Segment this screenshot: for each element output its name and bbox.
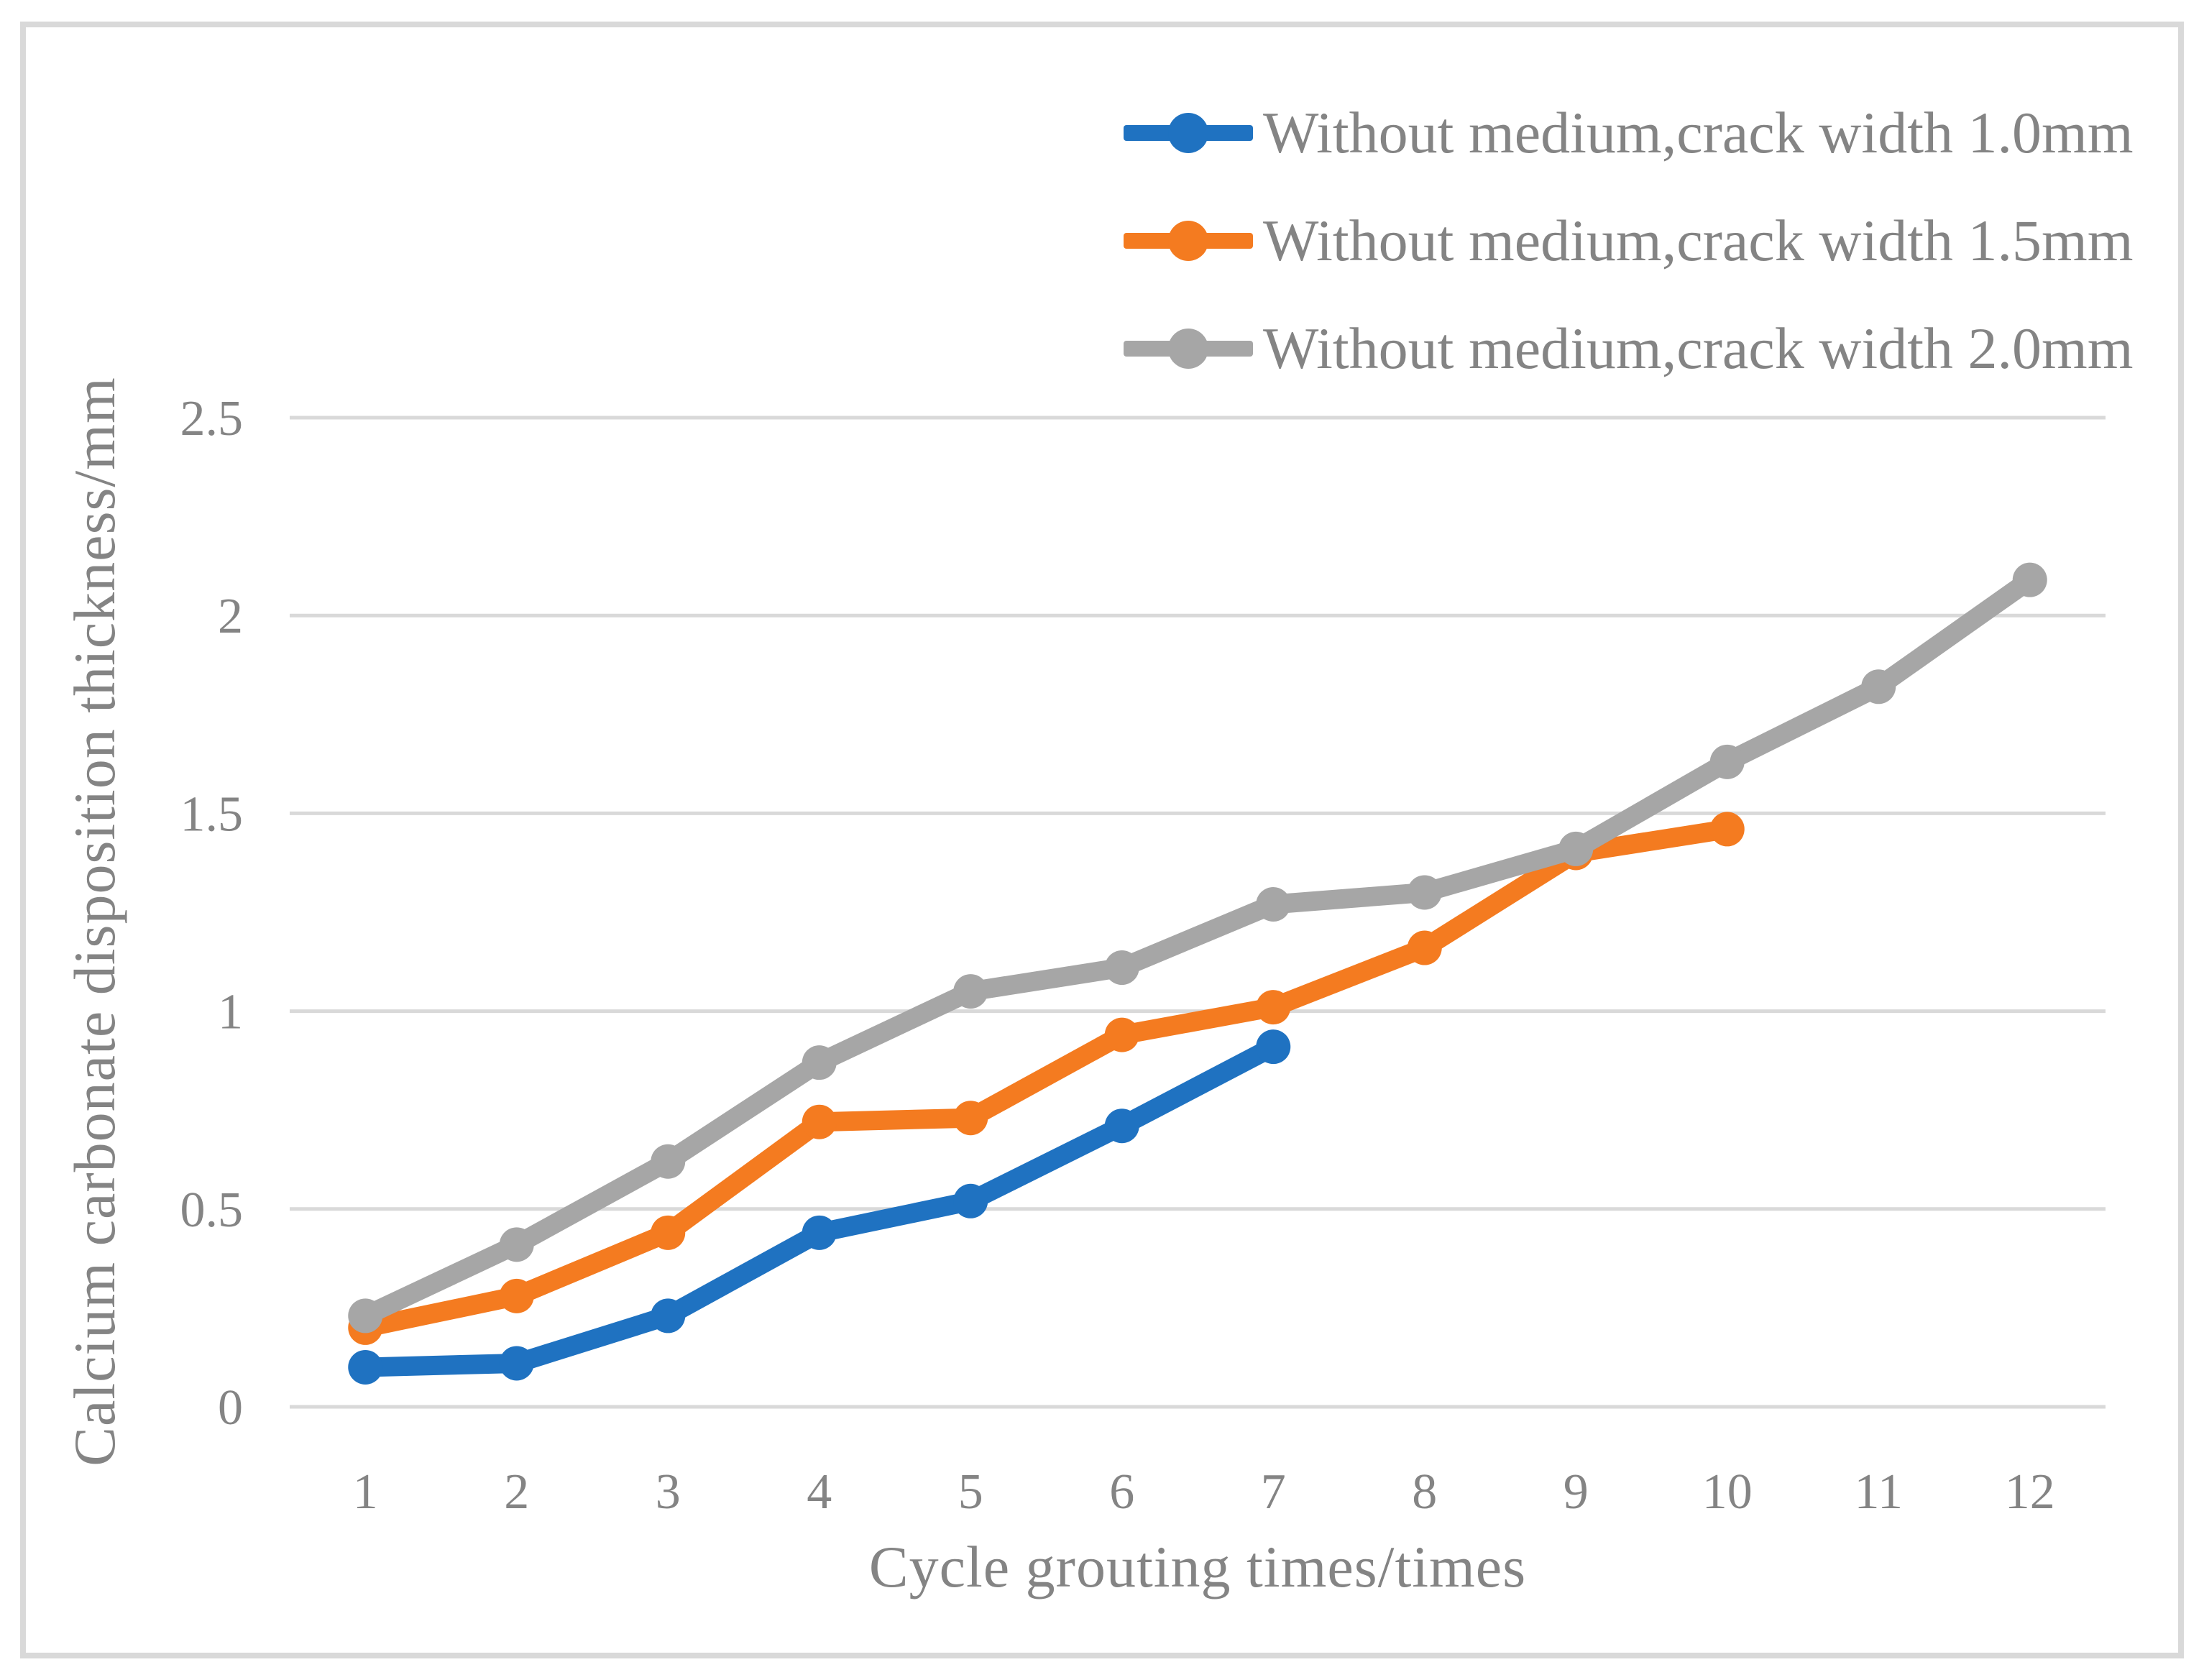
series-line xyxy=(355,819,1737,1338)
data-point xyxy=(499,1227,534,1262)
data-point xyxy=(1104,1017,1139,1052)
data-point xyxy=(1407,875,1442,910)
x-tick-label: 10 xyxy=(1702,1464,1753,1520)
data-point xyxy=(953,1101,988,1136)
data-point xyxy=(1104,950,1139,986)
series-line xyxy=(355,1037,1283,1377)
data-point xyxy=(651,1298,686,1334)
data-point xyxy=(953,974,988,1009)
legend-line-marker-icon xyxy=(1124,327,1253,370)
legend-item-crack-1-0mm: Without medium,crack width 1.0mm xyxy=(1124,79,2134,187)
x-tick-label: 3 xyxy=(656,1464,681,1520)
data-point xyxy=(802,1104,837,1139)
y-tick-label: 2 xyxy=(218,589,243,644)
data-point xyxy=(1558,831,1594,866)
data-point xyxy=(1709,744,1745,779)
x-tick-label: 4 xyxy=(807,1464,832,1520)
x-tick-label: 7 xyxy=(1261,1464,1286,1520)
data-point xyxy=(499,1346,534,1381)
series-line xyxy=(355,570,2040,1326)
x-tick-label: 1 xyxy=(353,1464,378,1520)
data-point xyxy=(802,1215,837,1250)
data-point xyxy=(1256,1029,1291,1065)
y-tick-label: 0.5 xyxy=(180,1183,244,1238)
x-tick-label: 11 xyxy=(1855,1464,1903,1520)
y-tick-label: 1 xyxy=(218,985,243,1040)
data-point xyxy=(348,1349,383,1385)
legend-item-crack-1-5mm: Without medium,crack width 1.5mm xyxy=(1124,187,2134,295)
data-point xyxy=(1256,886,1291,922)
x-tick-label: 6 xyxy=(1109,1464,1134,1520)
legend-line-marker-icon xyxy=(1124,219,1253,262)
data-point xyxy=(1256,990,1291,1025)
data-point xyxy=(2012,562,2047,597)
y-axis-title: Calcium carbonate disposition thickness/… xyxy=(62,377,127,1466)
data-point xyxy=(953,1183,988,1218)
data-point xyxy=(651,1215,686,1250)
x-tick-label: 2 xyxy=(504,1464,529,1520)
x-axis-title: Cycle grouting times/times xyxy=(868,1534,1527,1599)
data-point xyxy=(1861,669,1896,704)
legend: Without medium,crack width 1.0mm Without… xyxy=(1124,79,2134,403)
data-point xyxy=(802,1045,837,1080)
legend-line-marker-icon xyxy=(1124,111,1253,155)
legend-item-crack-2-0mm: Without medium,crack width 2.0mm xyxy=(1124,295,2134,403)
legend-label: Without medium,crack width 2.0mm xyxy=(1263,316,2134,381)
y-tick-label: 0 xyxy=(218,1380,243,1436)
x-tick-label: 8 xyxy=(1412,1464,1437,1520)
y-tick-label: 1.5 xyxy=(180,786,244,842)
x-tick-label: 9 xyxy=(1564,1464,1589,1520)
data-point xyxy=(348,1298,383,1334)
data-point xyxy=(499,1278,534,1313)
data-point xyxy=(1104,1108,1139,1144)
x-tick-label: 5 xyxy=(958,1464,983,1520)
x-tick-label: 12 xyxy=(2005,1464,2055,1520)
data-point xyxy=(651,1144,686,1179)
legend-label: Without medium,crack width 1.0mm xyxy=(1263,100,2134,165)
data-point xyxy=(1709,812,1745,847)
legend-label: Without medium,crack width 1.5mm xyxy=(1263,208,2134,273)
data-point xyxy=(1407,930,1442,965)
y-tick-label: 2.5 xyxy=(180,391,244,446)
